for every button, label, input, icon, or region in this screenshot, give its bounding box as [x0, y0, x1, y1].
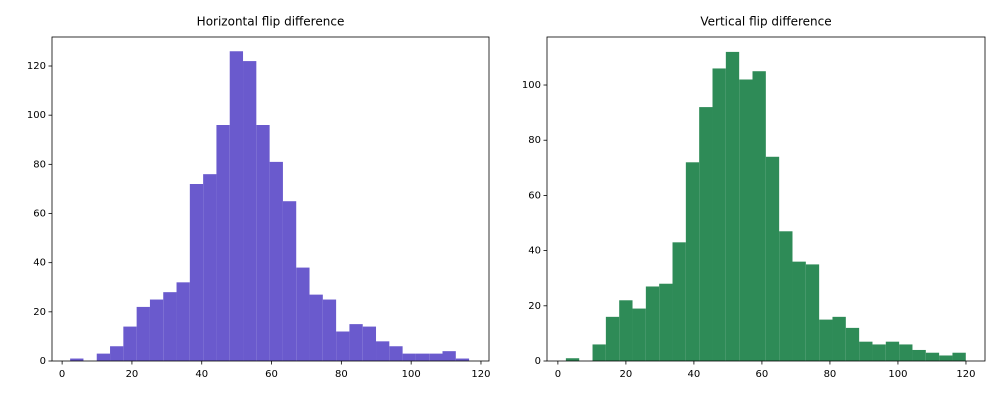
bar: [912, 349, 926, 361]
bar: [872, 344, 886, 361]
chart-title: Vertical flip difference: [700, 15, 831, 29]
x-tick-label: 80: [335, 369, 348, 380]
bar: [779, 231, 793, 361]
chart-title: Horizontal flip difference: [197, 15, 345, 29]
bar: [619, 300, 633, 361]
bar: [110, 346, 124, 361]
bar: [176, 282, 190, 361]
bar: [163, 292, 177, 361]
x-tick-label: 60: [756, 369, 769, 380]
x-tick-label: 100: [402, 369, 421, 380]
bar: [362, 326, 377, 361]
bar: [389, 346, 403, 361]
bar: [645, 286, 660, 361]
bar: [123, 326, 137, 361]
bar: [925, 352, 940, 361]
x-tick-label: 0: [555, 369, 561, 380]
y-tick-label: 80: [528, 135, 541, 146]
x-tick-label: 0: [59, 369, 65, 380]
y-tick-label: 60: [33, 209, 46, 220]
bar: [203, 174, 217, 361]
x-tick-label: 60: [265, 369, 278, 380]
bar: [136, 306, 150, 361]
x-tick-label: 40: [688, 369, 701, 380]
y-tick-label: 0: [40, 356, 46, 367]
bar: [243, 61, 257, 362]
bar: [296, 267, 310, 361]
bar: [605, 316, 620, 361]
bar: [885, 341, 900, 361]
bar: [149, 299, 164, 361]
bar: [216, 125, 230, 361]
bar: [699, 107, 713, 361]
axes-frame: [546, 36, 986, 362]
bar: [859, 341, 873, 361]
bar: [229, 51, 244, 361]
bar: [322, 299, 337, 361]
bar: [725, 51, 740, 362]
bar: [402, 353, 416, 361]
bar: [415, 353, 430, 361]
bar: [672, 242, 686, 361]
bar: [805, 264, 820, 361]
bar: [309, 294, 323, 361]
bar: [592, 344, 606, 361]
bar: [455, 358, 470, 361]
bar: [765, 156, 780, 361]
bar: [659, 283, 673, 361]
x-tick-label: 20: [126, 369, 139, 380]
y-tick-label: 120: [27, 61, 46, 72]
bar: [712, 68, 726, 361]
x-tick-label: 20: [620, 369, 633, 380]
bar: [429, 353, 443, 361]
y-tick-label: 0: [535, 356, 541, 367]
bar: [70, 358, 84, 361]
bar: [832, 316, 846, 361]
bar: [376, 341, 390, 361]
bar: [256, 125, 270, 361]
bar: [685, 162, 700, 361]
y-tick-label: 100: [522, 80, 541, 91]
bar: [282, 201, 297, 361]
axes-frame: [51, 36, 490, 362]
y-tick-label: 60: [528, 190, 541, 201]
bar: [819, 319, 833, 361]
bar: [739, 79, 753, 361]
x-tick-label: 120: [471, 369, 490, 380]
bar: [632, 308, 646, 361]
x-tick-label: 80: [824, 369, 837, 380]
x-tick-label: 40: [195, 369, 208, 380]
y-tick-label: 20: [528, 301, 541, 312]
y-tick-label: 100: [27, 110, 46, 121]
y-tick-label: 20: [33, 307, 46, 318]
bar: [565, 358, 580, 361]
bar: [269, 161, 283, 361]
bar: [952, 352, 966, 361]
bar: [189, 184, 204, 361]
y-tick-label: 40: [33, 258, 46, 269]
x-tick-label: 100: [888, 369, 907, 380]
bar: [336, 331, 350, 361]
bar: [899, 344, 913, 361]
bar: [939, 355, 953, 361]
bar: [96, 353, 111, 361]
bar: [845, 327, 860, 361]
y-tick-label: 80: [33, 159, 46, 170]
bar: [792, 261, 806, 361]
y-tick-label: 40: [528, 246, 541, 257]
bar: [752, 71, 766, 361]
x-tick-label: 120: [956, 369, 975, 380]
bar: [349, 324, 363, 361]
bar: [442, 351, 456, 361]
